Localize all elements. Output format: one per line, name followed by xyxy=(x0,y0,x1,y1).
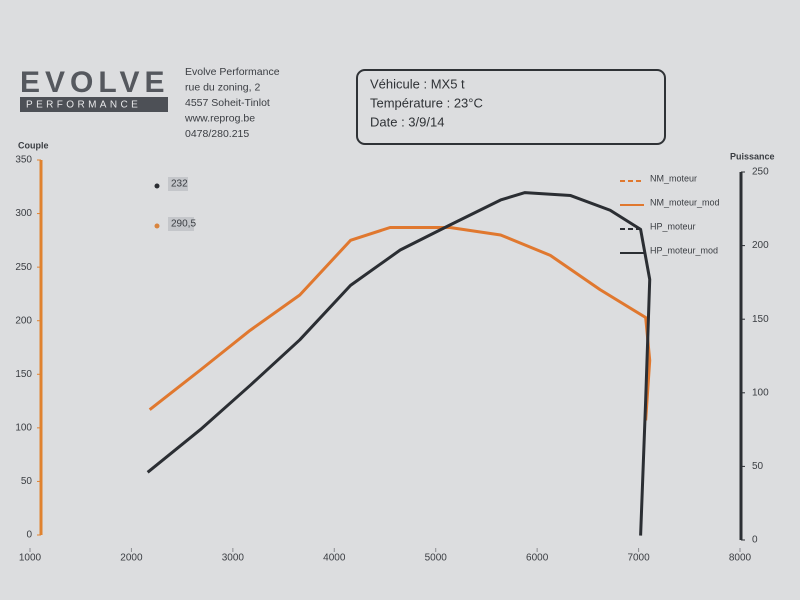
x-tick-label: 2000 xyxy=(120,553,143,564)
x-tick-label: 1000 xyxy=(19,553,42,564)
x-tick-label: 6000 xyxy=(526,553,549,564)
y2-tick-label: 150 xyxy=(752,314,769,325)
logo-bar xyxy=(20,97,168,112)
y2-tick-label: 50 xyxy=(752,461,764,472)
y-tick-label: 0 xyxy=(26,530,32,541)
y2-tick-label: 250 xyxy=(752,167,769,178)
company-line: 4557 Soheit-Tinlot xyxy=(185,97,270,109)
x-tick-label: 4000 xyxy=(323,553,346,564)
vehicle-info: Véhicule : MX5 t Température : 23°C Date :… xyxy=(370,76,483,129)
y2-tick-label: 200 xyxy=(752,240,769,251)
vehicle-line: Date : 3/9/14 xyxy=(370,114,444,129)
plot: Couple Puissance 0 50 100 150 200 250 300 350 0 50 1… xyxy=(15,140,774,563)
y2-tick-label: 0 xyxy=(752,535,758,546)
legend-text: HP_moteur xyxy=(650,221,696,231)
company-line: Evolve Performance xyxy=(185,66,280,78)
y-tick-label: 300 xyxy=(15,208,32,219)
x-tick-label: 3000 xyxy=(222,553,245,564)
x-tick-label: 5000 xyxy=(425,553,448,564)
x-tick-label: 8000 xyxy=(729,553,752,564)
logo-sub: PERFORMANCE xyxy=(26,100,141,111)
annotation-dot xyxy=(154,183,160,189)
y-tick-label: 100 xyxy=(15,422,32,433)
vehicle-line: Température : 23°C xyxy=(370,95,483,110)
company-line: rue du zoning, 2 xyxy=(185,81,260,93)
series-line xyxy=(146,191,652,536)
annotation-box xyxy=(168,177,188,191)
y-tick-label: 150 xyxy=(15,369,32,380)
vehicle-box xyxy=(356,69,666,145)
vehicle-line: Véhicule : MX5 t xyxy=(370,76,465,91)
y-tick-label: 350 xyxy=(15,155,32,166)
company-line: 0478/280.215 xyxy=(185,128,249,140)
annotation-text: 232 xyxy=(171,179,188,190)
legend-text: NM_moteur xyxy=(650,173,697,183)
y-axis-title: Couple xyxy=(18,140,49,150)
y2-tick-label: 100 xyxy=(752,387,769,398)
company-line: www.reprog.be xyxy=(184,112,255,124)
annotation-text: 290,5 xyxy=(171,219,196,230)
y-tick-label: 200 xyxy=(15,315,32,326)
annotation-dot xyxy=(154,223,160,229)
y-tick-label: 50 xyxy=(21,476,33,487)
annotation-box xyxy=(168,217,194,231)
y-tick-label: 250 xyxy=(15,262,32,273)
logo: EVOLVE xyxy=(20,66,169,99)
series-line xyxy=(148,226,652,421)
x-tick-label: 7000 xyxy=(627,553,650,564)
y2-axis-title: Puissance xyxy=(730,151,775,161)
legend-text: NM_moteur_mod xyxy=(650,197,720,207)
legend-text: HP_moteur_mod xyxy=(650,245,718,255)
company-info: Evolve Performance rue du zoning, 2 4557 S… xyxy=(184,66,280,140)
